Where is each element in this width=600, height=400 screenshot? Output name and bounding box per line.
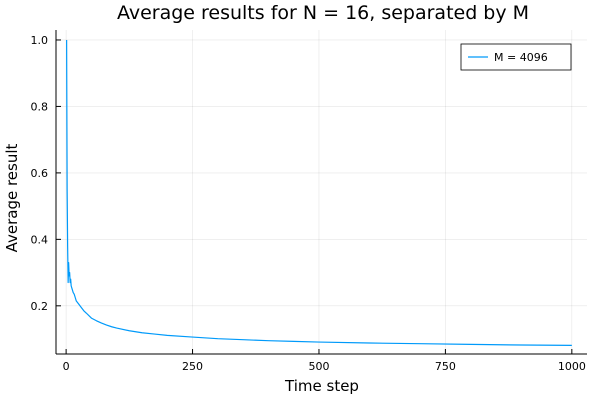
series-line: [66, 39, 572, 346]
y-tick-label: 0.4: [31, 233, 49, 246]
grid-layer: [56, 30, 587, 354]
x-tick-label: 1000: [558, 360, 586, 373]
legend: M = 4096: [460, 43, 572, 71]
y-tick-label: 0.6: [31, 167, 49, 180]
chart-title: Average results for N = 16, separated by…: [117, 2, 529, 24]
x-tick-label: 0: [63, 360, 70, 373]
ticks-layer: 0 250 500 750 1000 0.2 0.4 0.6 0.8 1.0: [31, 34, 586, 373]
y-axis-label: Average result: [3, 143, 21, 252]
legend-label: M = 4096: [494, 51, 548, 64]
x-axis-label: Time step: [284, 377, 359, 395]
axes-layer: [55, 30, 587, 355]
y-tick-label: 1.0: [31, 34, 49, 47]
x-tick-label: 500: [308, 360, 329, 373]
x-tick-label: 250: [182, 360, 203, 373]
y-tick-label: 0.8: [31, 100, 49, 113]
x-tick-label: 750: [435, 360, 456, 373]
y-tick-label: 0.2: [31, 300, 49, 313]
series-layer: [66, 39, 572, 346]
